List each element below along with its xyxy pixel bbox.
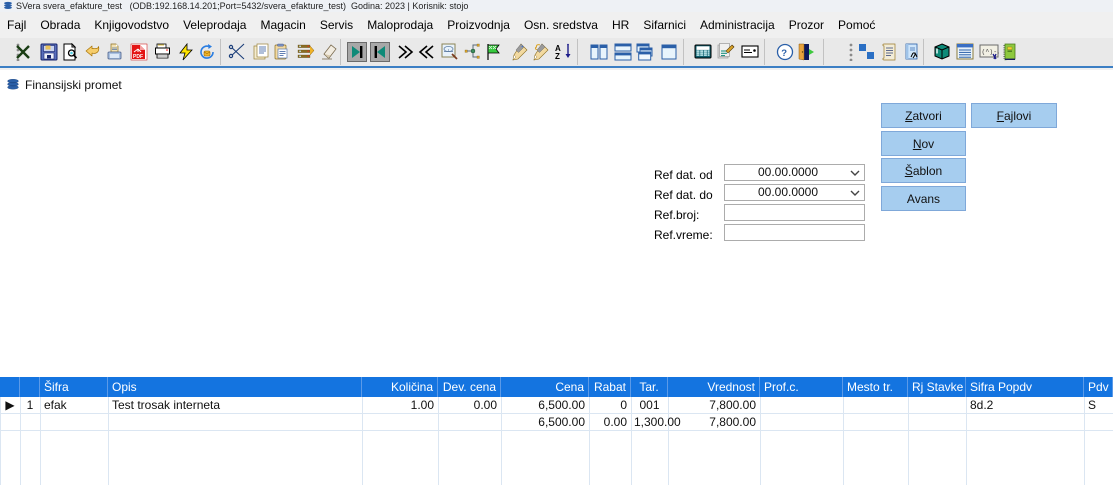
svg-text:PDF: PDF <box>133 54 143 60</box>
svg-text:?: ? <box>781 48 787 59</box>
svg-text:Z: Z <box>555 52 560 61</box>
